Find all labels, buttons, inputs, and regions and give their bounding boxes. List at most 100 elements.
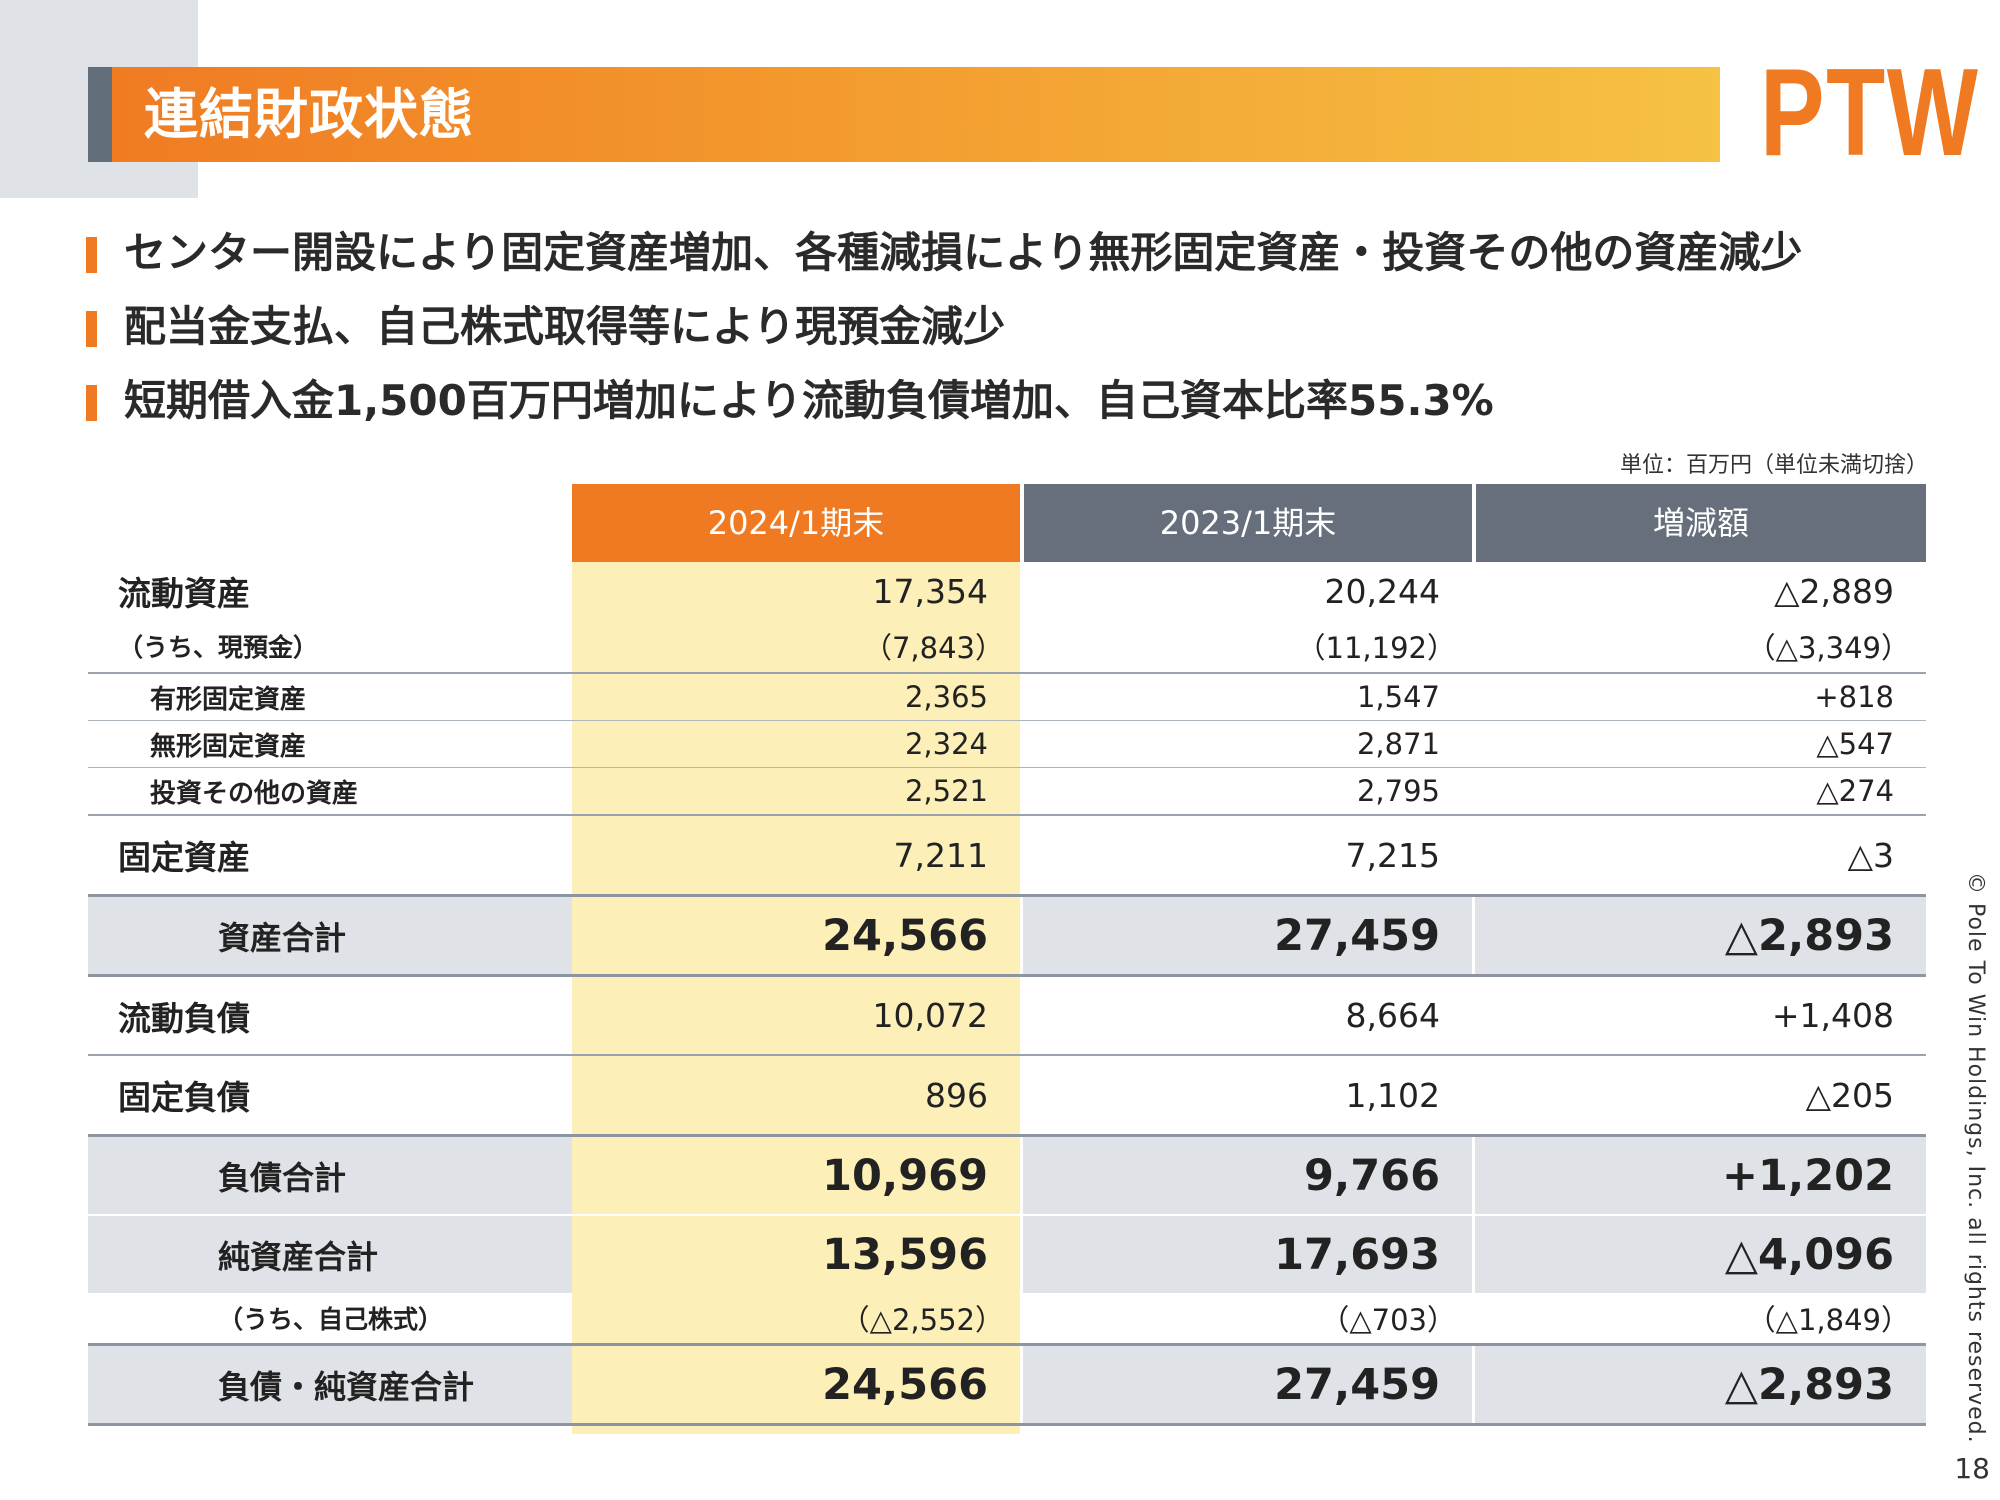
cell-change: +818: [1814, 680, 1894, 714]
column-separator: [1020, 897, 1023, 974]
page-title: 連結財政状態: [144, 83, 474, 146]
cell-previous: 2,795: [1356, 774, 1440, 808]
cell-previous: 20,244: [1324, 571, 1440, 611]
bullet-marker-icon: [86, 311, 97, 347]
cell-current: 7,211: [893, 835, 988, 875]
cell-current: 24,566: [572, 897, 1020, 974]
table-row: 固定資産 7,211 7,215 △3: [88, 816, 1926, 894]
row-divider: [88, 1134, 1926, 1137]
row-label: （うち、自己株式）: [218, 1305, 444, 1334]
table-row: （うち、現預金） （7,843） （11,192） （△3,349）: [88, 620, 1926, 672]
total-row: 負債・純資産合計 24,566 27,459 △2,893: [88, 1346, 1926, 1423]
row-divider: [88, 1054, 1926, 1056]
row-divider: [88, 894, 1926, 897]
cell-previous: （△703）: [1320, 1303, 1456, 1337]
cell-current: 2,324: [904, 727, 988, 761]
cell-current: 2,521: [904, 774, 988, 808]
column-header-change: 増減額: [1476, 484, 1926, 562]
table-row: 流動負債 10,072 8,664 +1,408: [88, 977, 1926, 1054]
bullet-text: センター開設により固定資産増加、各種減損により無形固定資産・投資その他の資産減少: [124, 228, 1803, 277]
row-label: 流動負債: [118, 998, 250, 1038]
cell-change: △4,096: [1724, 1229, 1894, 1280]
cell-previous: （11,192）: [1296, 631, 1456, 665]
bullet-list: センター開設により固定資産増加、各種減損により無形固定資産・投資その他の資産減少…: [86, 215, 1886, 437]
cell-current: 896: [925, 1075, 988, 1115]
cell-current: 10,072: [872, 996, 988, 1035]
row-label: 資産合計: [218, 918, 347, 957]
cell-change: △3: [1847, 835, 1894, 875]
table-row: 流動資産 17,354 20,244 △2,889: [88, 562, 1926, 620]
column-separator: [1472, 897, 1475, 974]
row-divider: [88, 720, 1926, 721]
table-row: （うち、自己株式） （△2,552） （△703） （△1,849）: [88, 1293, 1926, 1343]
column-separator: [1020, 1137, 1023, 1214]
row-divider: [88, 767, 1926, 768]
cell-change: +1,202: [1721, 1150, 1894, 1201]
row-divider: [88, 814, 1926, 816]
row-label: 有形固定資産: [150, 684, 307, 715]
cell-change: +1,408: [1771, 996, 1894, 1035]
bullet-marker-icon: [86, 385, 97, 421]
row-label: 負債合計: [218, 1158, 347, 1197]
cell-previous: 9,766: [1303, 1150, 1440, 1201]
bullet-marker-icon: [86, 237, 97, 273]
cell-change: △205: [1805, 1075, 1894, 1115]
row-label: 無形固定資産: [150, 731, 307, 762]
column-separator: [1020, 1346, 1023, 1423]
ptw-logo: PTW: [1760, 44, 1980, 182]
row-label: 純資産合計: [218, 1237, 379, 1276]
row-label: 負債・純資産合計: [218, 1367, 475, 1406]
row-label: 固定資産: [118, 838, 250, 877]
cell-current: （△2,552）: [840, 1303, 1004, 1337]
copyright-notice: © Pole To Win Holdings, Inc. all rights …: [1963, 872, 1988, 1444]
table-row: 無形固定資産 2,324 2,871 △547: [88, 721, 1926, 767]
cell-change: （△3,349）: [1746, 631, 1910, 665]
column-separator: [1472, 1137, 1475, 1214]
cell-current: 24,566: [572, 1346, 1020, 1423]
cell-previous: 27,459: [1274, 1359, 1440, 1410]
column-header-current: 2024/1期末: [572, 484, 1020, 562]
table-row: 有形固定資産 2,365 1,547 +818: [88, 674, 1926, 720]
cell-current: 10,969: [572, 1137, 1020, 1214]
cell-previous: 7,215: [1345, 835, 1440, 875]
title-bar: 連結財政状態: [88, 67, 1720, 162]
bullet-text: 配当金支払、自己株式取得等により現預金減少: [124, 302, 1006, 351]
unit-note: 単位：百万円（単位未満切捨）: [1619, 453, 1928, 478]
row-divider: [88, 974, 1926, 977]
cell-change: （△1,849）: [1746, 1303, 1910, 1337]
row-divider: [88, 1423, 1926, 1426]
row-divider: [88, 672, 1926, 674]
cell-current: （7,843）: [862, 631, 1004, 665]
cell-current: 13,596: [572, 1216, 1020, 1293]
row-divider: [88, 1214, 1926, 1216]
cell-previous: 17,693: [1274, 1229, 1440, 1280]
total-row: 資産合計 24,566 27,459 △2,893: [88, 897, 1926, 974]
cell-current: 2,365: [904, 680, 988, 714]
cell-change: △2,893: [1724, 1359, 1894, 1410]
table-row: 投資その他の資産 2,521 2,795 △274: [88, 768, 1926, 814]
cell-change: △2,889: [1774, 571, 1894, 611]
bullet-item: 配当金支払、自己株式取得等により現預金減少: [86, 289, 1886, 363]
cell-change: △547: [1816, 727, 1894, 761]
title-stripe: [88, 67, 112, 162]
cell-current: 17,354: [872, 571, 988, 611]
cell-previous: 1,102: [1345, 1075, 1440, 1115]
row-label: 流動資産: [118, 574, 250, 613]
row-label: 投資その他の資産: [150, 778, 359, 809]
row-label: 固定負債: [118, 1078, 250, 1117]
column-separator: [1020, 1216, 1023, 1293]
total-row: 純資産合計 13,596 17,693 △4,096: [88, 1216, 1926, 1293]
total-row: 負債合計 10,969 9,766 +1,202: [88, 1137, 1926, 1214]
row-label: （うち、現預金）: [118, 633, 319, 662]
cell-previous: 2,871: [1356, 727, 1440, 761]
cell-previous: 1,547: [1356, 680, 1440, 714]
cell-previous: 27,459: [1274, 910, 1440, 961]
column-separator: [1472, 1346, 1475, 1423]
bullet-item: 短期借入金1,500百万円増加により流動負債増加、自己資本比率55.3%: [86, 363, 1886, 437]
bullet-text: 短期借入金1,500百万円増加により流動負債増加、自己資本比率55.3%: [124, 376, 1494, 425]
table-row: 固定負債 896 1,102 △205: [88, 1056, 1926, 1134]
page-number: 18: [1954, 1452, 1990, 1485]
column-separator: [1472, 1216, 1475, 1293]
cell-previous: 8,664: [1345, 996, 1440, 1035]
row-divider: [88, 1343, 1926, 1346]
